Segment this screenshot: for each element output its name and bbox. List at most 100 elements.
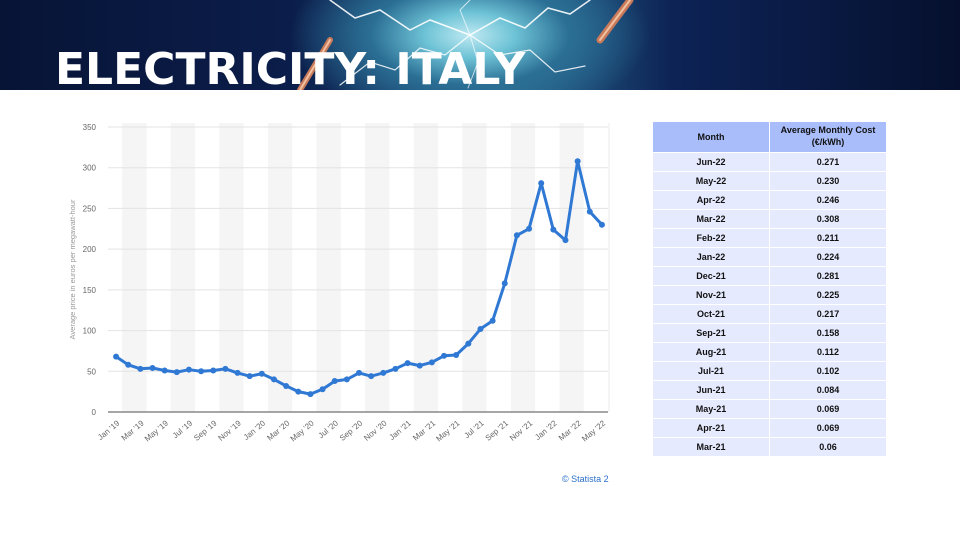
table-cell-cost: 0.158 (770, 324, 886, 342)
data-point (356, 369, 362, 376)
table-cell-month: May-21 (653, 400, 769, 418)
table-row: Apr-21 0.069 (653, 419, 886, 437)
table-cell-month: Mar-21 (653, 438, 769, 456)
data-point (368, 373, 375, 380)
column-header-cost: Average Monthly Cost (€/kWh) (770, 122, 886, 152)
data-point (283, 382, 290, 389)
data-point (161, 367, 168, 374)
table-cell-month: Apr-22 (653, 191, 769, 209)
table-row: May-22 0.230 (653, 172, 886, 190)
data-point (380, 369, 387, 376)
table-cell-cost: 0.281 (770, 267, 886, 285)
data-point (526, 225, 533, 232)
table-cell-cost: 0.084 (770, 381, 886, 399)
data-point (538, 180, 545, 187)
column-band (316, 123, 341, 412)
data-point (453, 352, 460, 358)
x-tick-label: Jan '20 (242, 418, 268, 442)
y-axis-label: Average price in euros per megawatt-hour (68, 199, 77, 339)
price-chart-svg: 0 50 100 150 200 250 300 350 Average price in eu… (68, 123, 633, 443)
x-tick-label: Jul '21 (462, 418, 486, 440)
table-cell-month: Jun-22 (653, 153, 769, 171)
data-point (295, 388, 302, 395)
table-row: Jul-21 0.102 (653, 362, 886, 380)
table-cell-cost: 0.069 (770, 400, 886, 418)
data-point (198, 368, 205, 375)
data-point (489, 317, 496, 324)
data-point (185, 366, 192, 373)
table-cell-cost: 0.246 (770, 191, 886, 209)
column-band (462, 123, 487, 412)
data-point (574, 158, 581, 165)
monthly-cost-table: Month Average Monthly Cost (€/kWh) Jun-2… (652, 121, 887, 457)
table-cell-month: Jul-21 (653, 362, 769, 380)
data-point (598, 221, 605, 228)
x-tick-label: Mar '22 (557, 418, 583, 442)
table-row: May-21 0.069 (653, 400, 886, 418)
table-cell-cost: 0.217 (770, 305, 886, 323)
table-cell-month: Oct-21 (653, 305, 769, 323)
x-tick-label: Nov '19 (216, 418, 243, 443)
table-row: Apr-22 0.246 (653, 191, 886, 209)
table-row: Dec-21 0.281 (653, 267, 886, 285)
y-tick-label: 200 (83, 245, 97, 254)
y-tick-label: 150 (83, 286, 97, 295)
data-point (173, 369, 180, 376)
data-point (331, 378, 338, 385)
x-tick-label: Jul '19 (171, 418, 195, 440)
x-tick-label: May '20 (289, 418, 316, 443)
x-tick-label: May '21 (434, 418, 461, 443)
column-band (219, 123, 244, 412)
table-cell-cost: 0.308 (770, 210, 886, 228)
column-band (608, 123, 633, 412)
data-point (258, 370, 265, 377)
y-tick-label: 0 (92, 408, 97, 417)
table-cell-cost: 0.225 (770, 286, 886, 304)
x-tick-label: Mar '21 (411, 418, 437, 442)
data-point (246, 373, 253, 380)
x-tick-label: Sep '19 (192, 418, 219, 443)
table-row: Oct-21 0.217 (653, 305, 886, 323)
chart-credit[interactable]: © Statista 2 (562, 474, 609, 484)
data-point (550, 226, 557, 233)
x-tick-label: Jan '21 (388, 418, 414, 442)
data-point (501, 280, 508, 287)
x-tick-label: Mar '20 (265, 418, 291, 442)
data-point (125, 361, 132, 368)
table-body: Jun-22 0.271 May-22 0.230 Apr-22 0.246 Mar-22 0… (653, 153, 886, 456)
data-point (137, 365, 144, 372)
table-cell-cost: 0.102 (770, 362, 886, 380)
x-tick-label: Nov '21 (508, 418, 535, 443)
title-clip: ELECTRICITY: ITALY (0, 0, 960, 91)
table-row: Mar-22 0.308 (653, 210, 886, 228)
data-point (404, 360, 411, 367)
header-banner (0, 0, 960, 90)
column-band (170, 123, 196, 412)
y-tick-label: 50 (87, 367, 96, 376)
x-tick-label: Sep '20 (338, 418, 365, 443)
price-chart: 0 50 100 150 200 250 300 350 Average price in eu… (60, 105, 633, 490)
data-point (222, 365, 229, 372)
table-row: Mar-21 0.06 (653, 438, 886, 456)
x-tick-label: Mar '19 (120, 418, 146, 442)
table-cell-month: Sep-21 (653, 324, 769, 342)
column-band (510, 123, 536, 412)
table-cell-cost: 0.271 (770, 153, 886, 171)
table-cell-cost: 0.06 (770, 438, 886, 456)
x-tick-label: May '19 (143, 418, 170, 443)
table-cell-month: Jun-21 (653, 381, 769, 399)
data-point (319, 386, 326, 393)
lightning-graphic (297, 0, 634, 90)
data-point (477, 325, 484, 332)
x-tick-label: Jan '22 (533, 418, 559, 442)
data-point (428, 359, 435, 366)
y-tick-label: 350 (83, 123, 97, 132)
column-band (365, 123, 390, 412)
data-point (416, 362, 423, 369)
data-point (392, 365, 399, 372)
table-cell-cost: 0.112 (770, 343, 886, 361)
data-point (562, 237, 569, 244)
table-cell-month: Dec-21 (653, 267, 769, 285)
table-cell-cost: 0.230 (770, 172, 886, 190)
table-cell-month: Mar-22 (653, 210, 769, 228)
